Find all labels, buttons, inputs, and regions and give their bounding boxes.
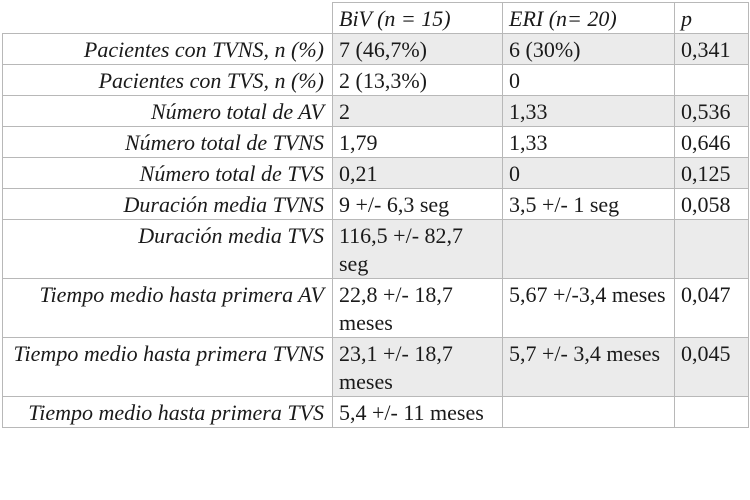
p-value: 0,125 <box>674 157 749 189</box>
table-row: Pacientes con TVNS, n (%) 7 (46,7%) 6 (30%… <box>2 33 749 65</box>
table-row: Número total de TVS 0,21 0 0,125 <box>2 157 749 189</box>
p-value <box>674 396 749 428</box>
biv-value: 2 (13,3%) <box>332 64 503 96</box>
row-label: Pacientes con TVNS, n (%) <box>2 33 333 65</box>
table-row: Duración media TVNS 9 +/- 6,3 seg 3,5 +/- … <box>2 188 749 220</box>
eri-value <box>502 396 675 428</box>
biv-value: 1,79 <box>332 126 503 158</box>
row-label: Tiempo medio hasta primera AV <box>2 278 333 338</box>
eri-value: 5,67 +/-3,4 meses <box>502 278 675 338</box>
table-row: Tiempo medio hasta primera AV 22,8 +/- 18… <box>2 278 749 338</box>
eri-value: 1,33 <box>502 126 675 158</box>
biv-value: 116,5 +/- 82,7 seg <box>332 219 503 279</box>
biv-value: 22,8 +/- 18,7 meses <box>332 278 503 338</box>
row-label: Duración media TVS <box>2 219 333 279</box>
p-value: 0,058 <box>674 188 749 220</box>
p-value: 0,045 <box>674 337 749 397</box>
header-eri: ERI (n= 20) <box>502 2 675 34</box>
table-row: Número total de AV 2 1,33 0,536 <box>2 95 749 127</box>
row-label: Tiempo medio hasta primera TVNS <box>2 337 333 397</box>
biv-value: 23,1 +/- 18,7 meses <box>332 337 503 397</box>
p-value <box>674 64 749 96</box>
row-label: Número total de AV <box>2 95 333 127</box>
row-label: Duración media TVNS <box>2 188 333 220</box>
results-table: BiV (n = 15) ERI (n= 20) p Pacientes con… <box>2 2 749 428</box>
header-p: p <box>674 2 749 34</box>
biv-value: 0,21 <box>332 157 503 189</box>
p-value: 0,536 <box>674 95 749 127</box>
biv-value: 7 (46,7%) <box>332 33 503 65</box>
header-biv: BiV (n = 15) <box>332 2 503 34</box>
row-label: Número total de TVNS <box>2 126 333 158</box>
p-value <box>674 219 749 279</box>
header-row: BiV (n = 15) ERI (n= 20) p <box>2 2 749 34</box>
row-label: Tiempo medio hasta primera TVS <box>2 396 333 428</box>
biv-value: 2 <box>332 95 503 127</box>
eri-value: 6 (30%) <box>502 33 675 65</box>
eri-value: 3,5 +/- 1 seg <box>502 188 675 220</box>
p-value: 0,341 <box>674 33 749 65</box>
eri-value: 0 <box>502 157 675 189</box>
biv-value: 5,4 +/- 11 meses <box>332 396 503 428</box>
table-row: Pacientes con TVS, n (%) 2 (13,3%) 0 <box>2 64 749 96</box>
table-row: Número total de TVNS 1,79 1,33 0,646 <box>2 126 749 158</box>
table-row: Duración media TVS 116,5 +/- 82,7 seg <box>2 219 749 279</box>
eri-value <box>502 219 675 279</box>
header-corner-cell <box>2 2 333 34</box>
table-row: Tiempo medio hasta primera TVS 5,4 +/- 11… <box>2 396 749 428</box>
p-value: 0,646 <box>674 126 749 158</box>
p-value: 0,047 <box>674 278 749 338</box>
biv-value: 9 +/- 6,3 seg <box>332 188 503 220</box>
eri-value: 5,7 +/- 3,4 meses <box>502 337 675 397</box>
row-label: Pacientes con TVS, n (%) <box>2 64 333 96</box>
eri-value: 1,33 <box>502 95 675 127</box>
eri-value: 0 <box>502 64 675 96</box>
row-label: Número total de TVS <box>2 157 333 189</box>
table-row: Tiempo medio hasta primera TVNS 23,1 +/- … <box>2 337 749 397</box>
